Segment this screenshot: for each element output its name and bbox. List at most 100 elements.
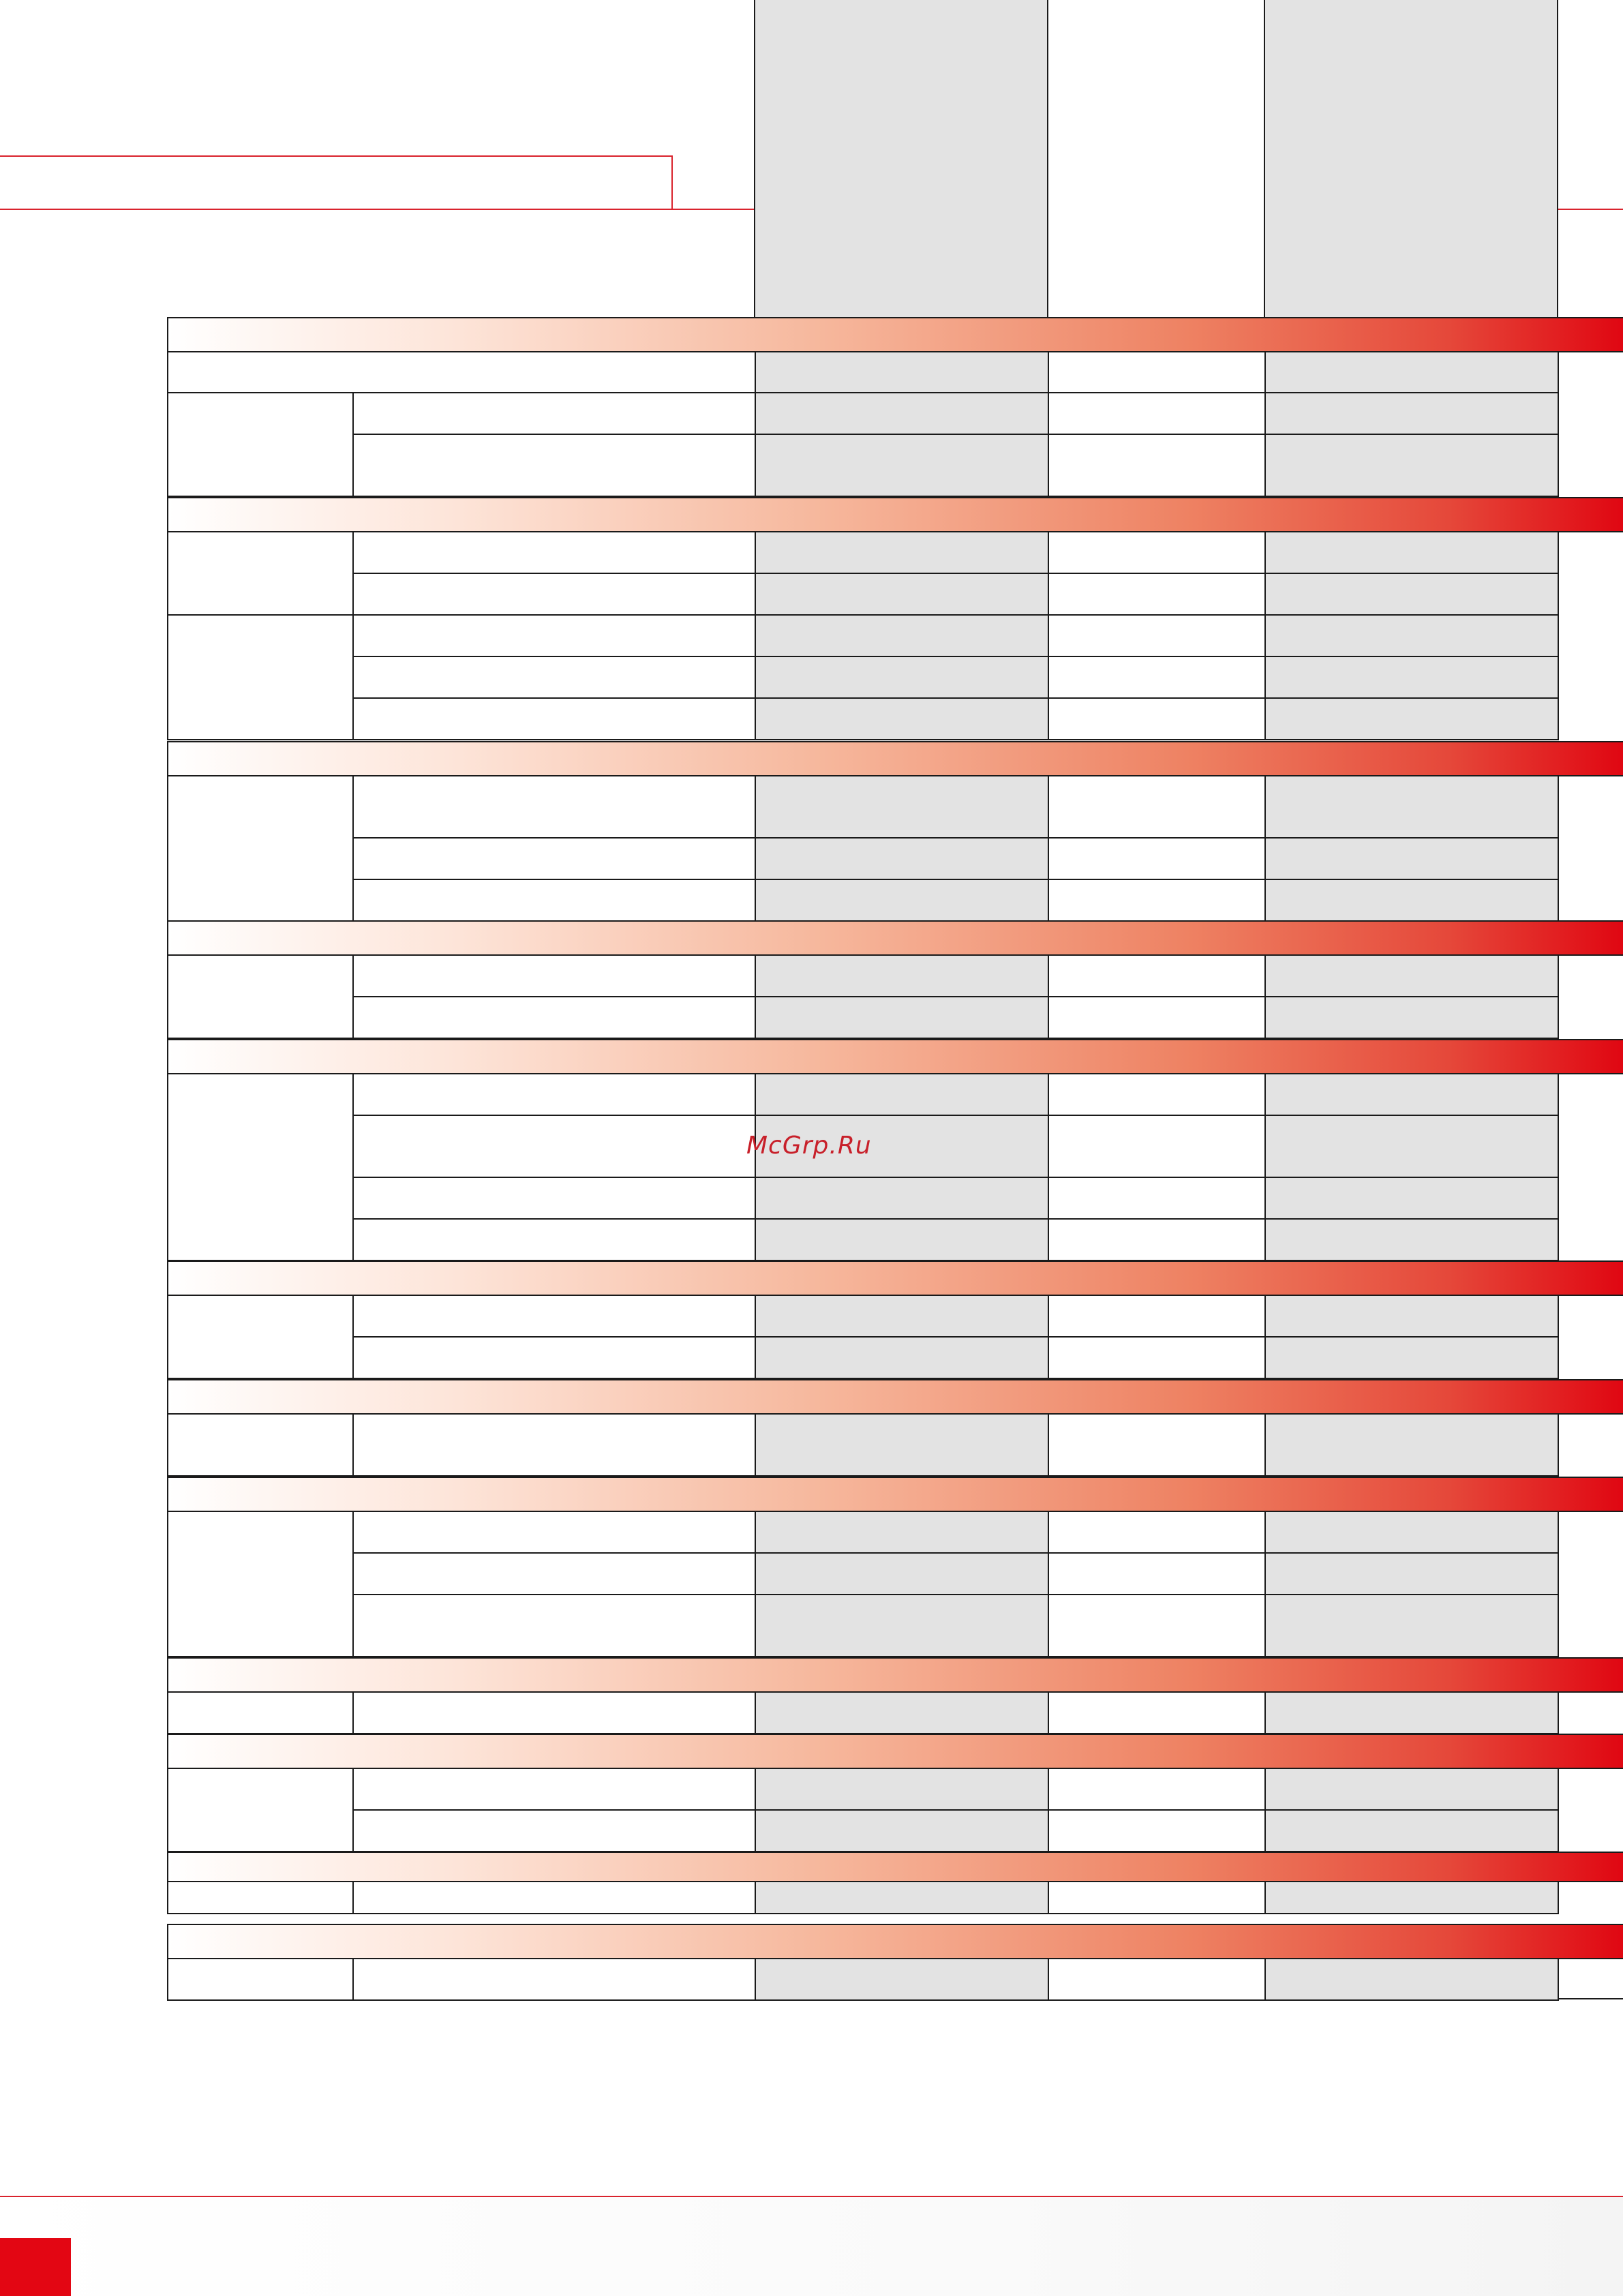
- table-cell-a: [755, 1691, 1049, 1734]
- table-cell-b: [1048, 1809, 1266, 1852]
- table-row-label: [352, 1115, 756, 1178]
- table-row-label: [352, 1958, 756, 2001]
- table-cell-b: [1048, 879, 1266, 922]
- table-cell-b: [1048, 1115, 1266, 1178]
- table-cell-c: [1264, 531, 1559, 574]
- table-row-label: [352, 837, 756, 880]
- table-cell-b: [1048, 1881, 1266, 1914]
- table-cell-b: [1048, 1177, 1266, 1220]
- table-cell-b: [1048, 1295, 1266, 1338]
- table-cell-b: [1048, 996, 1266, 1039]
- table-cell-b: [1048, 1511, 1266, 1554]
- table-cell-b: [1048, 656, 1266, 699]
- table-row-label: [352, 1295, 756, 1338]
- table-cell-c: [1264, 1336, 1559, 1379]
- table-cell-a: [755, 1958, 1049, 2001]
- table-group-label: [167, 1295, 354, 1379]
- table-cell-b: [1048, 1336, 1266, 1379]
- table-row-label: [352, 775, 756, 839]
- table-row-label: [352, 879, 756, 922]
- column-divider-2: [1047, 0, 1048, 318]
- table-cell-b: [1048, 1958, 1266, 2001]
- table-group-label: [167, 1768, 354, 1852]
- table-cell-b: [1048, 775, 1266, 839]
- table-cell-a: [755, 656, 1049, 699]
- column-divider-3: [1264, 0, 1265, 318]
- table-cell-c: [1264, 1073, 1559, 1116]
- table-cell-a: [755, 1218, 1049, 1261]
- table-cell-b: [1048, 1768, 1266, 1811]
- table-cell-b: [1048, 1218, 1266, 1261]
- table-group-label: [167, 1073, 354, 1261]
- table-cell-c: [1264, 351, 1559, 393]
- table-cell-c: [1264, 1218, 1559, 1261]
- table-row-label: [352, 954, 756, 997]
- table-row-label: [352, 1413, 756, 1477]
- table-group-label: [167, 1413, 354, 1477]
- table-cell-a: [755, 434, 1049, 497]
- table-cell-a: [755, 351, 1049, 393]
- table-cell-a: [755, 392, 1049, 435]
- watermark-text: McGrp.Ru: [746, 1132, 872, 1160]
- table-cell-a: [755, 1511, 1049, 1554]
- table-row-label: [352, 392, 756, 435]
- table-cell-a: [755, 837, 1049, 880]
- table-cell-a: [755, 1594, 1049, 1657]
- column-head-a: [755, 0, 1048, 318]
- table-cell-a: [755, 1552, 1049, 1595]
- table-cell-c: [1264, 697, 1559, 740]
- table-row-label: [352, 1594, 756, 1657]
- page-number-tab: [0, 2238, 71, 2296]
- table-row-label: [352, 1511, 756, 1554]
- table-row-label: [352, 1809, 756, 1852]
- table-group-label: [167, 1691, 354, 1734]
- table-cell-a: [755, 775, 1049, 839]
- table-cell-a: [755, 531, 1049, 574]
- table-cell-c: [1264, 1809, 1559, 1852]
- table-group-label: [167, 392, 354, 497]
- table-cell-b: [1048, 1691, 1266, 1734]
- table-row-label: [352, 1881, 756, 1914]
- header-box: [0, 155, 673, 210]
- table-row-label: [352, 1552, 756, 1595]
- table-cell-b: [1048, 614, 1266, 657]
- section-header-band: [167, 1477, 1623, 1512]
- table-group-label: [167, 1511, 354, 1657]
- table-cell-c: [1264, 1691, 1559, 1734]
- table-cell-b: [1048, 954, 1266, 997]
- footer-rule: [0, 2196, 1623, 2197]
- table-cell-c: [1264, 1511, 1559, 1554]
- table-cell-a: [755, 1881, 1049, 1914]
- table-row-label: [352, 1768, 756, 1811]
- section-header-band: [167, 497, 1623, 532]
- table-cell-c: [1264, 1177, 1559, 1220]
- table-cell-a: [755, 996, 1049, 1039]
- table-group-label: [167, 531, 354, 616]
- section-header-band: [167, 1734, 1623, 1769]
- table-cell-c: [1264, 954, 1559, 997]
- table-cell-b: [1048, 1552, 1266, 1595]
- section-header-band: [167, 1924, 1623, 1959]
- column-divider-4: [1557, 0, 1558, 318]
- table-cell-b: [1048, 392, 1266, 435]
- table-cell-a: [755, 879, 1049, 922]
- table-cell-c: [1264, 1295, 1559, 1338]
- table-row-label: [352, 1177, 756, 1220]
- table-cell-c: [1264, 1115, 1559, 1178]
- section-header-band: [167, 1039, 1623, 1074]
- table-group-label: [167, 775, 354, 922]
- column-head-c: [1264, 0, 1558, 318]
- spec-table: [167, 317, 1623, 2001]
- table-cell-a: [755, 1295, 1049, 1338]
- table-row-label: [352, 614, 756, 657]
- table-cell-b: [1048, 697, 1266, 740]
- table-row-label: [352, 996, 756, 1039]
- table-cell-c: [1264, 434, 1559, 497]
- table-cell-a: [755, 1768, 1049, 1811]
- table-cell-b: [1048, 1413, 1266, 1477]
- table-cell-c: [1264, 837, 1559, 880]
- table-bottom-rule: [1558, 1998, 1623, 1999]
- table-cell-a: [755, 697, 1049, 740]
- table-group-label: [167, 1881, 354, 1914]
- table-group-label: [167, 1958, 354, 2001]
